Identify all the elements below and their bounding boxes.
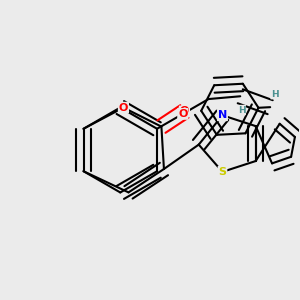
Text: O: O [180,106,189,116]
Text: N: N [218,110,227,120]
Text: O: O [119,103,128,112]
Text: O: O [178,109,188,119]
Text: S: S [218,167,226,177]
Text: H: H [271,90,279,99]
Text: H: H [238,106,245,115]
